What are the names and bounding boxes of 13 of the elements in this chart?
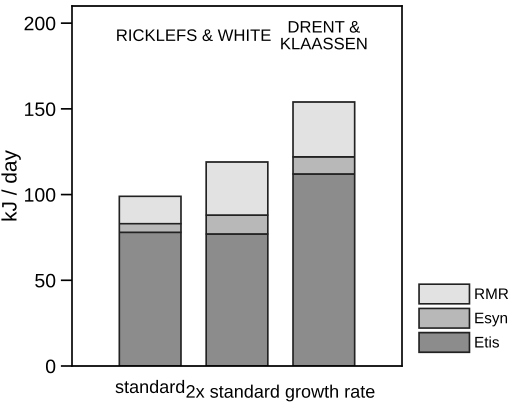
y-tick-label: 0 [46,359,56,374]
y-axis-title: kJ / day [1,150,21,220]
y-tick-label: 50 [35,274,56,288]
annotation: DRENT & KLAASSEN [281,21,366,50]
annotation: RICKLEFS & WHITE [117,29,271,42]
legend-label: Etis [475,336,499,348]
legend-label: RMR [475,288,508,300]
y-tick-label: 100 [25,188,56,202]
y-tick-label: 150 [25,102,56,116]
y-tick-label: 200 [24,16,56,30]
legend-label: Esyn [475,312,508,326]
text: 2x standard growth rate [186,384,374,402]
x-tick-label: standard [116,380,184,394]
